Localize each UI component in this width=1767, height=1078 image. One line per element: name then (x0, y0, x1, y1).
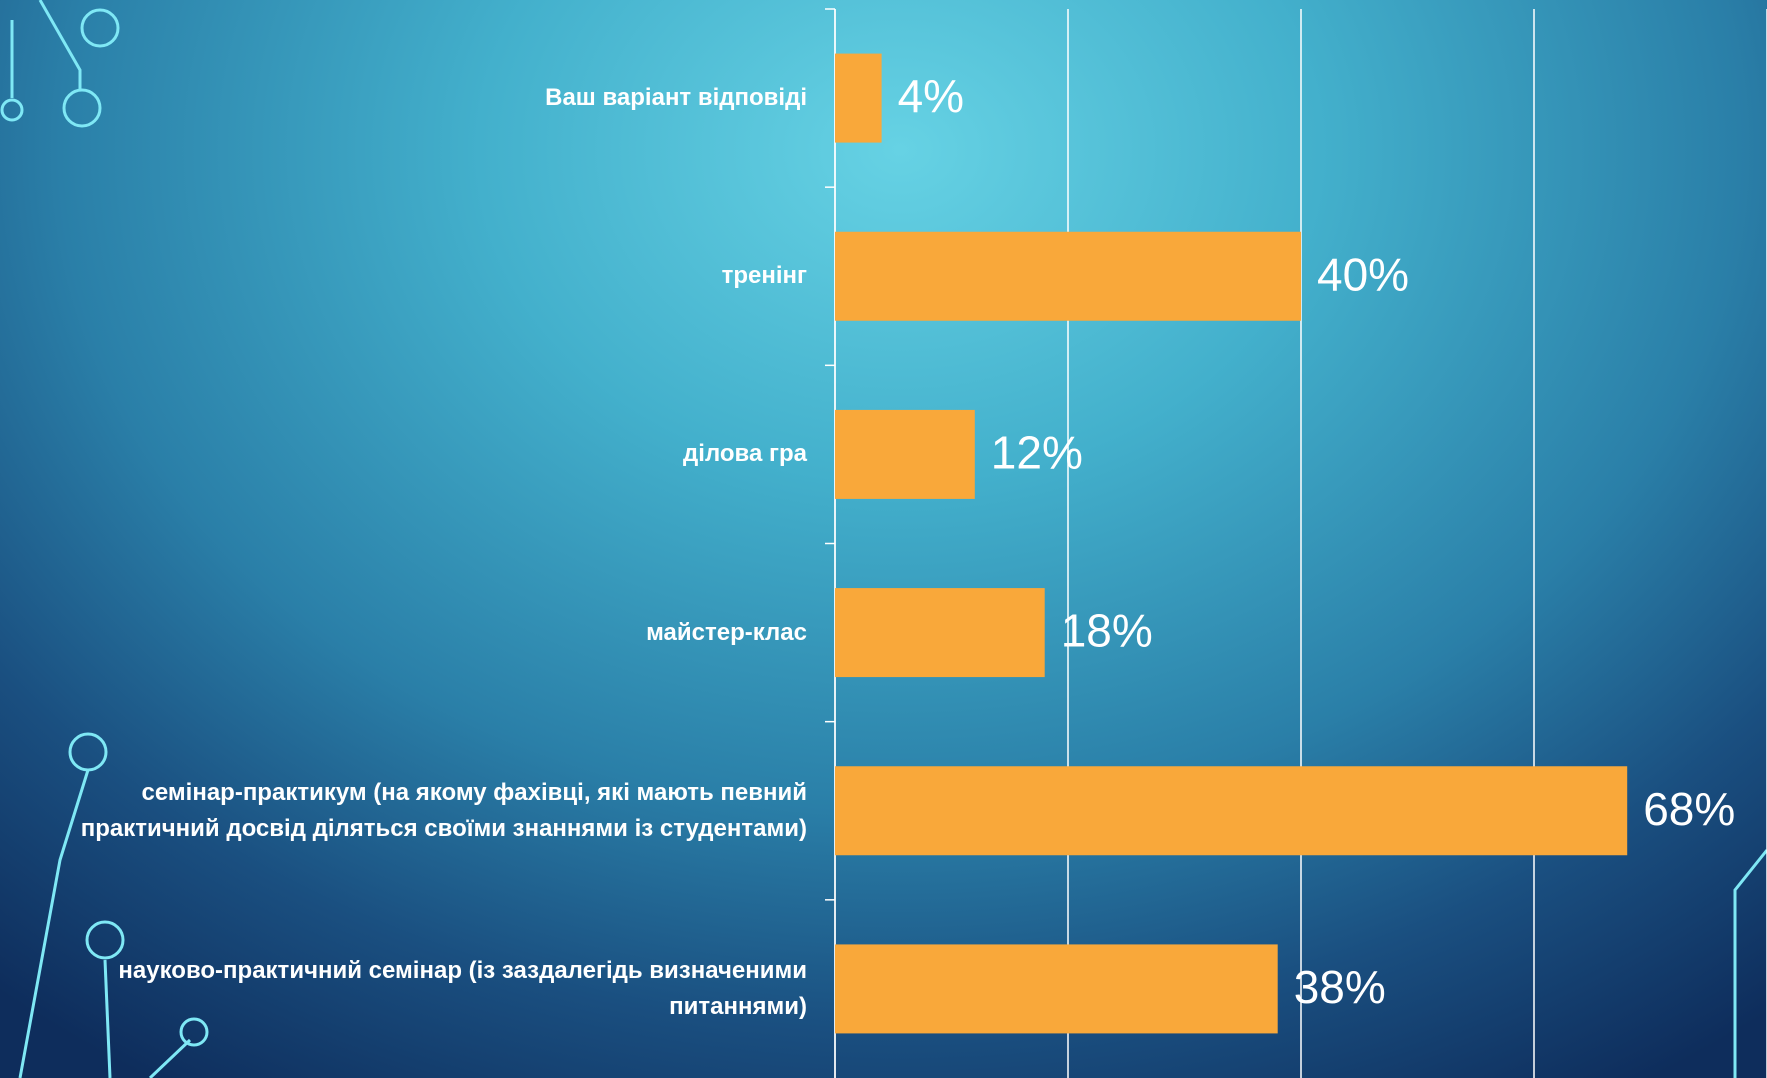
category-label: ділова гра (683, 440, 807, 468)
value-label: 38% (1294, 961, 1386, 1013)
category-label: семінар-практикум (на якому фахівці, які… (80, 778, 807, 842)
bar (835, 766, 1628, 856)
category-label: майстер-клас (646, 618, 807, 646)
value-label: 68% (1643, 783, 1735, 835)
bar (835, 409, 975, 499)
value-label: 12% (991, 427, 1083, 479)
bar (835, 231, 1301, 321)
category-label: Ваш варіант відповіді (545, 84, 807, 112)
category-label: науково-практичний семінар (із заздалегі… (118, 956, 807, 1020)
bar (835, 944, 1278, 1034)
value-label: 18% (1061, 605, 1153, 657)
value-label: 40% (1317, 248, 1409, 300)
bar (835, 53, 882, 143)
value-label: 4% (898, 70, 964, 122)
bar (835, 588, 1045, 678)
category-label: тренінг (721, 262, 807, 290)
